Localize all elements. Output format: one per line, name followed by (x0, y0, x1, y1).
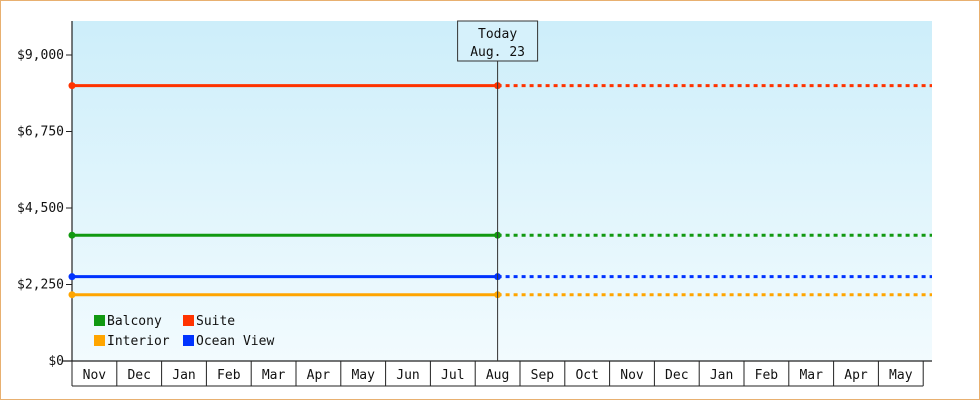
month-label: Apr (844, 368, 868, 383)
legend-label: Suite (196, 314, 235, 329)
month-label: Oct (575, 368, 598, 383)
legend-label: Interior (107, 334, 170, 349)
y-tick-label: $2,250 (17, 278, 64, 293)
month-label: Nov (83, 368, 107, 383)
legend-swatch (183, 315, 194, 326)
series-point-start (68, 231, 76, 239)
month-label: Jul (441, 368, 464, 383)
month-label: Dec (665, 368, 688, 383)
series-point-start (68, 291, 76, 299)
month-label: Jan (710, 368, 733, 383)
legend-label: Ocean View (196, 334, 274, 349)
y-tick-label: $6,750 (17, 125, 64, 140)
y-tick-label: $9,000 (17, 48, 64, 63)
month-label: May (889, 368, 913, 383)
legend-label: Balcony (107, 314, 162, 329)
series-point-start (68, 82, 76, 90)
month-label: Mar (799, 368, 823, 383)
today-box (457, 20, 539, 62)
month-label: Nov (620, 368, 644, 383)
month-label: Feb (755, 368, 779, 383)
y-tick-label: $4,500 (17, 201, 64, 216)
month-label: Apr (307, 368, 331, 383)
series-point-start (68, 273, 76, 281)
y-tick-label: $0 (48, 354, 64, 369)
month-label: May (351, 368, 375, 383)
legend-swatch (183, 335, 194, 346)
plot-background (72, 21, 932, 361)
legend-swatch (94, 335, 105, 346)
today-label: Today (478, 27, 517, 42)
legend-swatch (94, 315, 105, 326)
month-label: Jan (172, 368, 195, 383)
month-label: Dec (127, 368, 150, 383)
month-label: Sep (531, 368, 555, 383)
month-label: Feb (217, 368, 241, 383)
today-date: Aug. 23 (470, 45, 525, 60)
month-label: Jun (396, 368, 419, 383)
month-label: Mar (262, 368, 286, 383)
month-label: Aug (486, 368, 509, 383)
